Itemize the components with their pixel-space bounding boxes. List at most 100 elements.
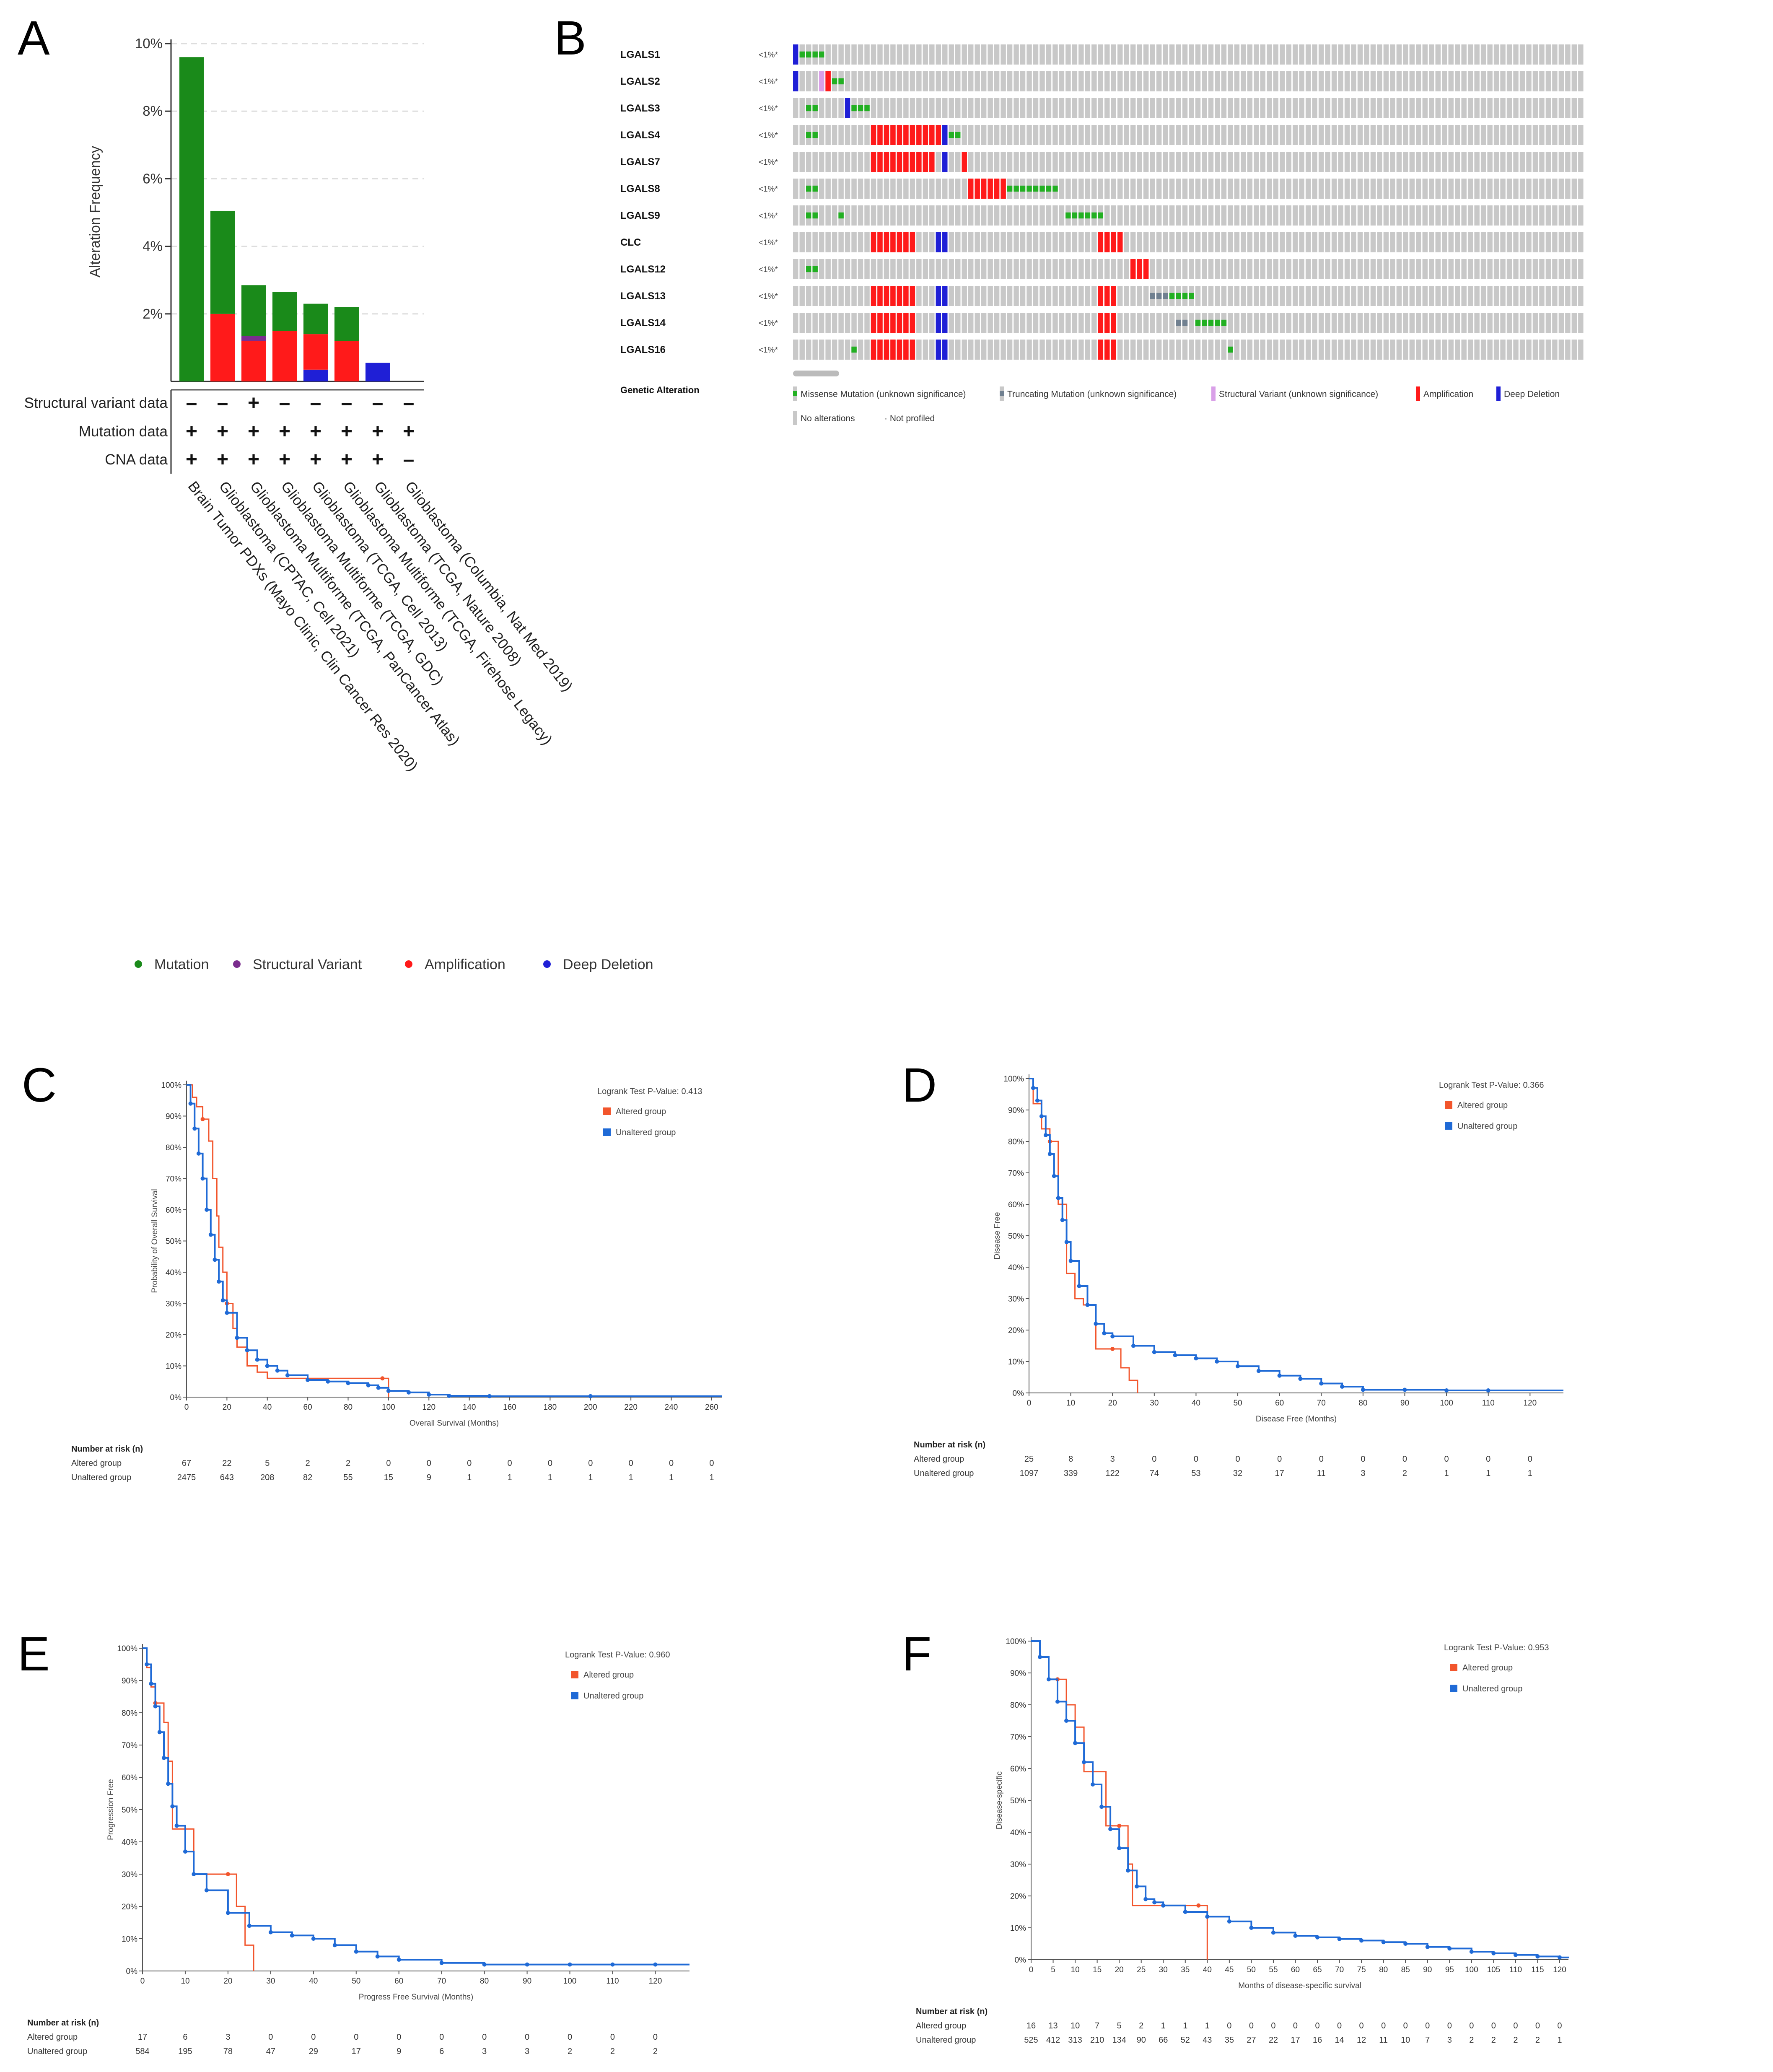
oncoprint-cell bbox=[1422, 286, 1428, 306]
oncoprint-cell bbox=[955, 98, 961, 118]
oncoprint-cell bbox=[1552, 259, 1558, 279]
oncoprint-cell bbox=[1565, 340, 1571, 360]
oncoprint-cell bbox=[845, 44, 850, 65]
profile-row-label: Structural variant data bbox=[24, 395, 168, 411]
oncoprint-cell bbox=[799, 98, 805, 118]
oncoprint-cell bbox=[1448, 125, 1454, 145]
oncoprint-cell bbox=[877, 44, 883, 65]
oncoprint-cell bbox=[1078, 125, 1084, 145]
oncoprint-cell bbox=[1189, 259, 1194, 279]
oncoprint-cell bbox=[1150, 152, 1155, 172]
oncoprint-cell bbox=[1318, 205, 1324, 226]
oncoprint-cell bbox=[1033, 71, 1039, 91]
oncoprint-cell bbox=[1513, 152, 1519, 172]
oncoprint-cell bbox=[994, 44, 1000, 65]
x-tick-label: 110 bbox=[1482, 1399, 1495, 1408]
legend-swatch bbox=[793, 391, 797, 396]
legend-swatch bbox=[1445, 1101, 1452, 1109]
oncoprint-cell bbox=[1487, 179, 1493, 199]
oncoprint-cell bbox=[988, 125, 993, 145]
x-tick-label: 80 bbox=[344, 1403, 353, 1412]
y-tick-label: 70% bbox=[1008, 1169, 1024, 1178]
censor-marker bbox=[1068, 1259, 1073, 1263]
oncoprint-cell bbox=[916, 205, 922, 226]
oncoprint-cell bbox=[1390, 179, 1395, 199]
bar-segment bbox=[241, 336, 266, 341]
oncoprint-cell bbox=[1383, 232, 1389, 252]
risk-count: 29 bbox=[309, 2047, 318, 2056]
oncoprint-cell bbox=[1500, 152, 1506, 172]
oncoprint-cell bbox=[955, 313, 961, 333]
oncoprint-cell bbox=[1344, 259, 1350, 279]
oncoprint-cell bbox=[1169, 205, 1175, 226]
amp-cell bbox=[975, 179, 980, 199]
x-tick-label: 60 bbox=[1291, 1966, 1300, 1974]
oncoprint-cell bbox=[1435, 71, 1441, 91]
oncoprint-cell bbox=[1260, 259, 1266, 279]
censor-marker bbox=[1043, 1133, 1048, 1137]
risk-count: 66 bbox=[1159, 2036, 1168, 2045]
oncoprint-cell bbox=[1195, 232, 1201, 252]
oncoprint-cell bbox=[1124, 259, 1129, 279]
oncoprint-cell bbox=[929, 179, 935, 199]
amp-cell bbox=[884, 125, 889, 145]
oncoprint-cell bbox=[825, 340, 831, 360]
oncoprint-cell bbox=[1130, 340, 1136, 360]
oncoprint-cell bbox=[1033, 205, 1039, 226]
oncoprint-cell bbox=[1156, 98, 1162, 118]
oncoprint-cell bbox=[1020, 125, 1026, 145]
x-tick-label: 60 bbox=[1275, 1399, 1284, 1408]
x-tick-label: 180 bbox=[544, 1403, 557, 1412]
oncoprint-cell bbox=[1033, 259, 1039, 279]
amp-cell bbox=[1104, 232, 1110, 252]
oncoprint-cell bbox=[825, 98, 831, 118]
oncoprint-cell bbox=[793, 152, 798, 172]
oncoprint-cell bbox=[832, 125, 837, 145]
oncoprint-cell bbox=[799, 205, 805, 226]
oncoprint-cell bbox=[1026, 259, 1032, 279]
oncoprint-cell bbox=[1429, 179, 1434, 199]
x-tick-label: 95 bbox=[1445, 1966, 1454, 1974]
oncoprint-cell bbox=[1124, 313, 1129, 333]
oncoprint-cell bbox=[910, 205, 915, 226]
oncoprint-cell bbox=[1305, 71, 1311, 91]
panel-c-overall-survival: 0%10%20%30%40%50%60%70%80%90%100%0 20 40 60… bbox=[71, 1081, 722, 1482]
oncoprint-cell bbox=[1429, 44, 1434, 65]
profile-row-label: CNA data bbox=[105, 451, 168, 468]
oncoprint-cell bbox=[1182, 259, 1188, 279]
oncoprint-cell bbox=[1500, 205, 1506, 226]
oncoprint-cell bbox=[1467, 152, 1473, 172]
risk-count: 7 bbox=[1095, 2021, 1099, 2031]
oncoprint-cell bbox=[1014, 286, 1019, 306]
oncoprint-cell bbox=[1312, 259, 1317, 279]
oncoprint-cell bbox=[1422, 71, 1428, 91]
oncoprint-cell bbox=[1026, 232, 1032, 252]
oncoprint-cell bbox=[1305, 125, 1311, 145]
oncoprint-cell bbox=[1545, 259, 1551, 279]
oncoprint-cell bbox=[845, 340, 850, 360]
oncoprint-cell bbox=[1578, 98, 1584, 118]
oncoprint-cell bbox=[1377, 259, 1382, 279]
oncoprint-cell bbox=[1299, 179, 1304, 199]
risk-count: 6 bbox=[183, 2033, 187, 2042]
oncoprint-cell bbox=[1448, 44, 1454, 65]
oncoprint-cell bbox=[1480, 152, 1486, 172]
oncoprint-cell bbox=[1169, 340, 1175, 360]
oncoprint-cell bbox=[1552, 125, 1558, 145]
legend-swatch bbox=[1496, 386, 1501, 401]
censor-marker bbox=[366, 1383, 371, 1387]
oncoprint-cell bbox=[1357, 125, 1363, 145]
legend-label: Missense Mutation (unknown significance) bbox=[801, 389, 966, 399]
oncoprint-cell bbox=[851, 71, 857, 91]
oncoprint-cell bbox=[1182, 125, 1188, 145]
oncoprint-cell bbox=[1020, 313, 1026, 333]
censor-marker bbox=[1194, 1356, 1198, 1361]
censor-marker bbox=[1277, 1373, 1282, 1378]
legend-swatch bbox=[1000, 391, 1004, 396]
censor-marker bbox=[1110, 1334, 1115, 1338]
oncoprint-cell bbox=[1461, 232, 1467, 252]
del-cell bbox=[942, 125, 948, 145]
oncoprint-cell bbox=[1078, 340, 1084, 360]
oncoprint-cell bbox=[1448, 205, 1454, 226]
oncoprint-cell bbox=[1234, 313, 1240, 333]
